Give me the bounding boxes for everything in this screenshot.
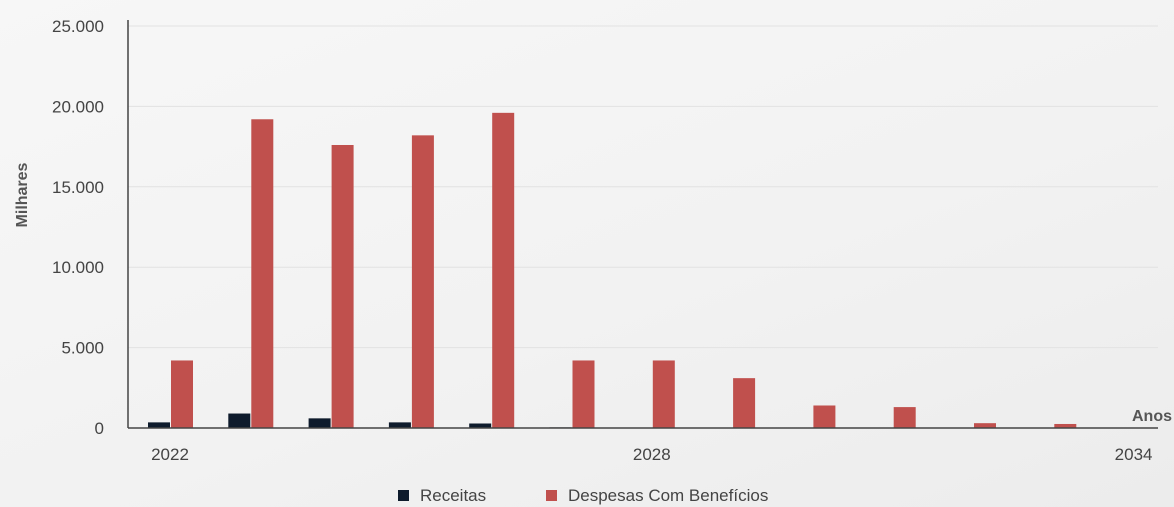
bar-despesas-2025 — [411, 135, 434, 428]
bar-series — [148, 112, 1077, 428]
bar-despesas-2030 — [813, 405, 836, 428]
bar-despesas-2031 — [893, 407, 916, 428]
bar-despesas-2026 — [492, 112, 515, 428]
y-tick-label: 25.000 — [52, 17, 104, 36]
legend-label-despesas: Despesas Com Benefícios — [568, 486, 768, 505]
legend-swatch-despesas — [546, 490, 557, 501]
gridlines — [128, 25, 1158, 349]
x-tick-label: 2022 — [151, 445, 189, 464]
bar-receitas-2023 — [228, 413, 251, 428]
bar-despesas-2033 — [1054, 423, 1077, 428]
x-axis-title: Anos — [1132, 408, 1172, 425]
legend-swatch-receitas — [398, 490, 409, 501]
bar-receitas-2024 — [308, 418, 331, 428]
x-tick-label: 2034 — [1115, 445, 1153, 464]
y-tick-labels: 0 5.000 10.000 15.000 20.000 25.000 — [52, 17, 104, 438]
bar-receitas-2026 — [469, 423, 492, 428]
bar-receitas-2022 — [148, 422, 170, 428]
bar-receitas-2025 — [388, 422, 411, 428]
bar-despesas-2023 — [251, 119, 274, 428]
bar-despesas-2022 — [171, 360, 193, 428]
bar-despesas-2029 — [733, 378, 756, 428]
legend-label-receitas: Receitas — [420, 486, 486, 505]
x-tick-labels: 2022 2028 2034 — [151, 445, 1152, 464]
bar-despesas-2024 — [331, 144, 354, 428]
legend: Receitas Despesas Com Benefícios — [398, 486, 768, 505]
bar-despesas-2028 — [652, 360, 675, 428]
y-tick-label: 0 — [95, 419, 104, 438]
y-axis-title: Milhares — [14, 162, 31, 227]
bar-despesas-2027 — [572, 360, 595, 428]
y-tick-label: 20.000 — [52, 97, 104, 116]
y-tick-label: 5.000 — [61, 339, 104, 358]
x-tick-label: 2028 — [633, 445, 671, 464]
axes — [127, 20, 1158, 429]
y-tick-label: 15.000 — [52, 178, 104, 197]
y-tick-label: 10.000 — [52, 258, 104, 277]
bar-despesas-2032 — [974, 423, 996, 428]
